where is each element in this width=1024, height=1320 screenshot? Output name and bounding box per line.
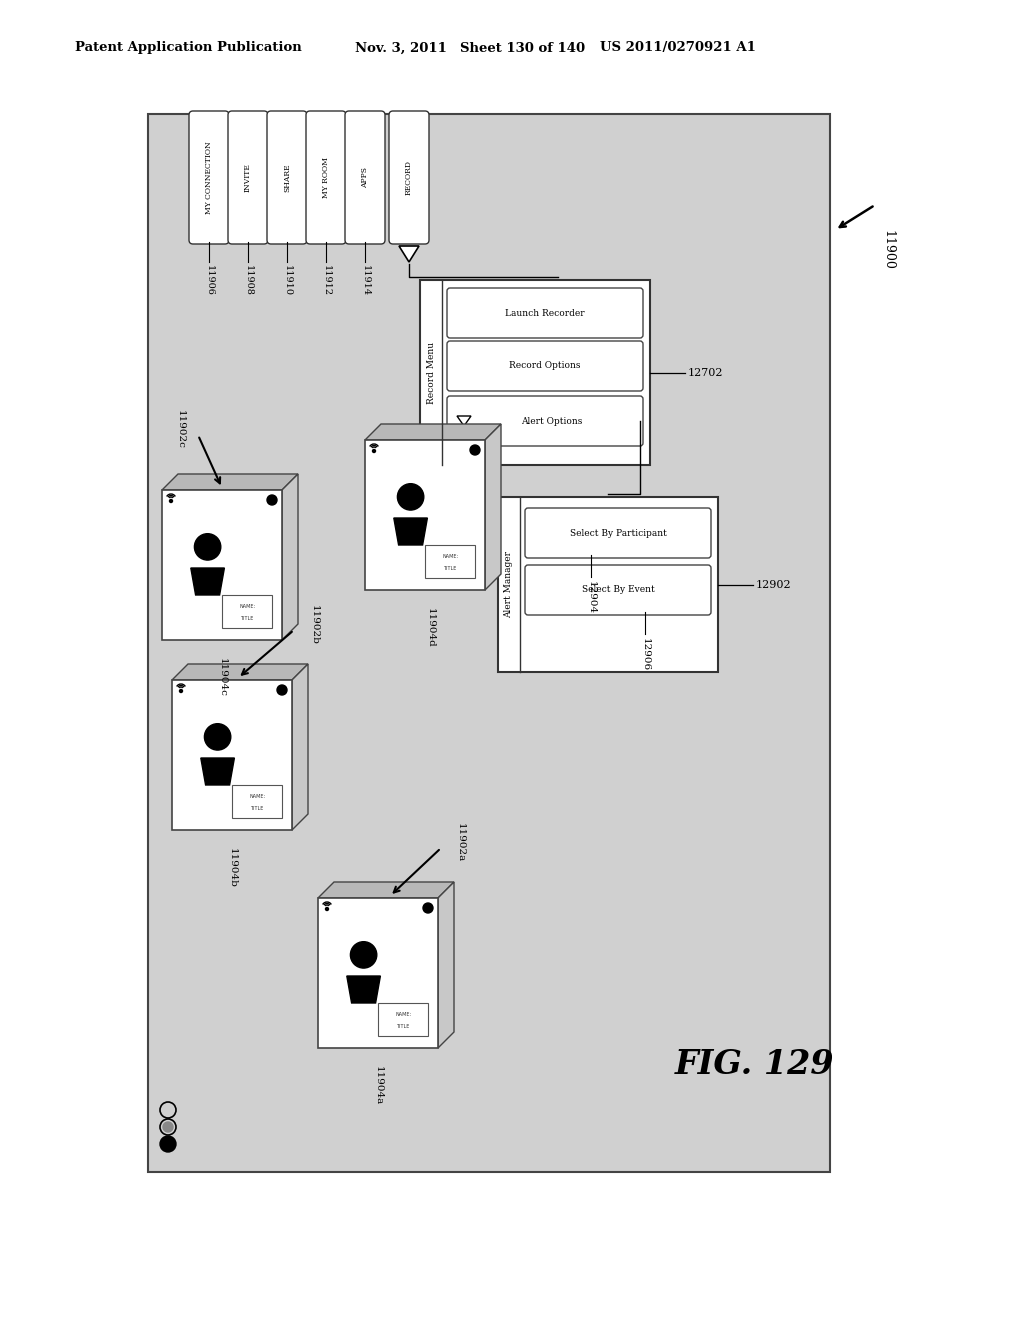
- Text: Launch Recorder: Launch Recorder: [505, 309, 585, 318]
- FancyBboxPatch shape: [267, 111, 307, 244]
- Text: Alert Manager: Alert Manager: [505, 550, 513, 618]
- Circle shape: [373, 450, 376, 453]
- Text: TITLE: TITLE: [251, 805, 264, 810]
- Text: 12906: 12906: [640, 638, 649, 671]
- Text: APPS: APPS: [361, 168, 369, 187]
- Text: 11906: 11906: [205, 265, 213, 296]
- Text: 12702: 12702: [688, 367, 724, 378]
- Text: FIG. 129: FIG. 129: [675, 1048, 835, 1081]
- Circle shape: [160, 1137, 176, 1152]
- Text: 11910: 11910: [283, 265, 292, 296]
- FancyBboxPatch shape: [525, 565, 711, 615]
- Text: 11904a: 11904a: [374, 1067, 383, 1105]
- Text: 11902a: 11902a: [456, 822, 465, 862]
- Text: MY CONNECTION: MY CONNECTION: [205, 141, 213, 214]
- FancyBboxPatch shape: [525, 508, 711, 558]
- Text: 11912: 11912: [322, 265, 331, 296]
- FancyBboxPatch shape: [420, 280, 650, 465]
- Text: Patent Application Publication: Patent Application Publication: [75, 41, 302, 54]
- Text: 11904c: 11904c: [217, 657, 226, 697]
- Text: INVITE: INVITE: [244, 164, 252, 191]
- Text: 12904: 12904: [587, 581, 596, 614]
- Text: Alert Options: Alert Options: [521, 417, 583, 425]
- Circle shape: [179, 689, 182, 693]
- FancyBboxPatch shape: [189, 111, 229, 244]
- Circle shape: [397, 483, 424, 510]
- Text: Record Menu: Record Menu: [427, 342, 435, 404]
- FancyBboxPatch shape: [222, 595, 272, 628]
- Polygon shape: [347, 975, 380, 1003]
- Polygon shape: [318, 882, 454, 898]
- Polygon shape: [485, 424, 501, 590]
- FancyBboxPatch shape: [365, 440, 485, 590]
- Text: NAME:: NAME:: [442, 554, 459, 560]
- FancyBboxPatch shape: [232, 785, 283, 818]
- Circle shape: [205, 723, 230, 750]
- Text: RECORD: RECORD: [406, 160, 413, 195]
- Text: 11900: 11900: [882, 230, 895, 269]
- Text: TITLE: TITLE: [241, 615, 254, 620]
- Text: US 2011/0270921 A1: US 2011/0270921 A1: [600, 41, 756, 54]
- FancyBboxPatch shape: [172, 680, 292, 830]
- Circle shape: [423, 903, 433, 913]
- Text: Nov. 3, 2011: Nov. 3, 2011: [355, 41, 446, 54]
- Text: 11902c: 11902c: [175, 411, 184, 449]
- Circle shape: [267, 495, 278, 506]
- FancyBboxPatch shape: [447, 288, 643, 338]
- Text: 11914: 11914: [360, 265, 370, 296]
- Circle shape: [170, 499, 172, 503]
- Polygon shape: [282, 474, 298, 640]
- Text: Record Options: Record Options: [509, 362, 581, 371]
- Text: 11904b: 11904b: [227, 847, 237, 888]
- Text: NAME:: NAME:: [240, 605, 255, 609]
- Polygon shape: [162, 474, 298, 490]
- FancyBboxPatch shape: [378, 1003, 428, 1036]
- Polygon shape: [292, 664, 308, 830]
- FancyBboxPatch shape: [447, 396, 643, 446]
- Polygon shape: [399, 246, 419, 261]
- FancyBboxPatch shape: [425, 545, 475, 578]
- Text: Sheet 130 of 140: Sheet 130 of 140: [460, 41, 585, 54]
- Circle shape: [163, 1122, 173, 1133]
- Text: 12902: 12902: [756, 579, 792, 590]
- Text: TITLE: TITLE: [443, 565, 457, 570]
- Text: NAME:: NAME:: [249, 795, 265, 799]
- FancyBboxPatch shape: [306, 111, 346, 244]
- Text: 11908: 11908: [244, 265, 253, 296]
- FancyBboxPatch shape: [447, 341, 643, 391]
- Polygon shape: [394, 517, 427, 545]
- Text: SHARE: SHARE: [283, 164, 291, 191]
- FancyBboxPatch shape: [228, 111, 268, 244]
- Polygon shape: [438, 882, 454, 1048]
- Polygon shape: [365, 424, 501, 440]
- FancyBboxPatch shape: [389, 111, 429, 244]
- Polygon shape: [190, 568, 224, 595]
- FancyBboxPatch shape: [345, 111, 385, 244]
- Text: 11904d: 11904d: [426, 609, 434, 648]
- Polygon shape: [172, 664, 308, 680]
- Text: TITLE: TITLE: [396, 1023, 410, 1028]
- FancyBboxPatch shape: [318, 898, 438, 1048]
- FancyBboxPatch shape: [498, 498, 718, 672]
- Text: NAME:: NAME:: [395, 1012, 412, 1016]
- FancyBboxPatch shape: [148, 114, 830, 1172]
- Polygon shape: [201, 758, 234, 785]
- Text: Select By Event: Select By Event: [582, 586, 654, 594]
- Circle shape: [350, 941, 377, 968]
- Circle shape: [470, 445, 480, 455]
- Circle shape: [195, 533, 221, 560]
- Circle shape: [326, 908, 329, 911]
- Text: MY ROOM: MY ROOM: [322, 157, 330, 198]
- Polygon shape: [457, 416, 471, 426]
- Text: 11902b: 11902b: [309, 605, 318, 645]
- Text: Select By Participant: Select By Participant: [569, 528, 667, 537]
- Circle shape: [278, 685, 287, 696]
- FancyBboxPatch shape: [162, 490, 282, 640]
